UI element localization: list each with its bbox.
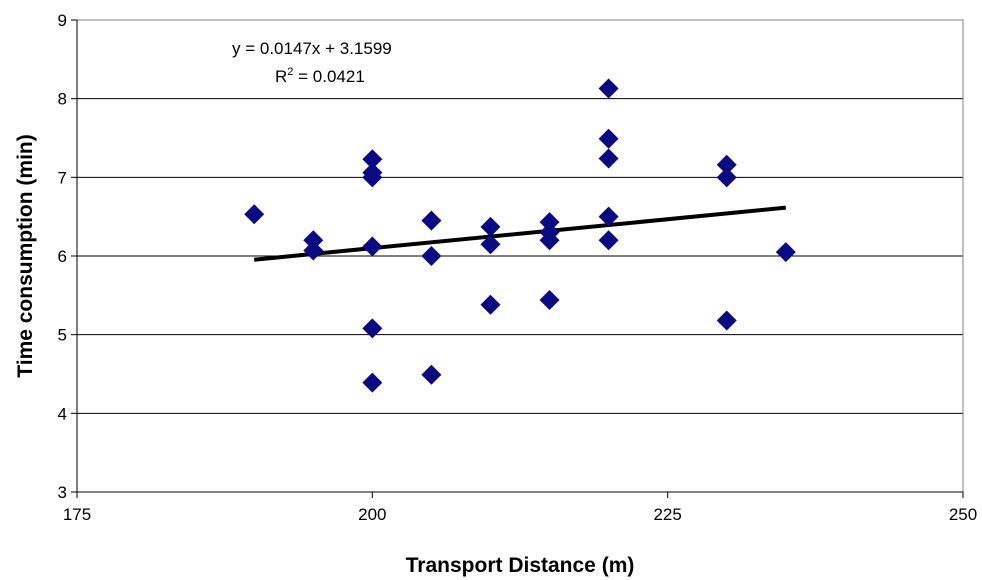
x-axis-title: Transport Distance (m): [406, 554, 635, 577]
y-tick-label: 5: [58, 326, 67, 345]
data-point: [598, 230, 619, 251]
data-point: [598, 206, 619, 227]
data-point: [539, 230, 560, 251]
gridlines: [77, 19, 963, 414]
data-point: [716, 154, 737, 175]
data-point: [598, 78, 619, 99]
data-point: [362, 318, 383, 339]
data-point: [362, 149, 383, 170]
r-squared-value: = 0.0421: [293, 67, 364, 86]
x-tick-label: 200: [358, 505, 386, 524]
data-points: [244, 78, 796, 393]
y-tick-label: 3: [58, 483, 67, 502]
data-point: [421, 364, 442, 385]
data-point: [598, 148, 619, 169]
data-point: [480, 234, 501, 255]
data-point: [303, 230, 324, 251]
x-tick-label: 250: [949, 505, 977, 524]
x-tick-label: 175: [63, 505, 91, 524]
x-tick-label: 225: [653, 505, 681, 524]
y-tick-label: 7: [58, 168, 67, 187]
data-point: [244, 204, 265, 225]
y-axis-title: Time consumption (min): [14, 134, 37, 377]
y-tick-label: 4: [58, 404, 67, 423]
data-point: [421, 246, 442, 266]
data-point: [303, 240, 324, 261]
x-axis-ticks: 175 200 225 250: [63, 491, 977, 524]
data-point: [362, 236, 383, 257]
y-tick-label: 6: [58, 247, 67, 266]
data-point: [539, 212, 560, 233]
r-squared-symbol: R: [275, 67, 287, 86]
trendline-equation: y = 0.0147x + 3.1599: [232, 39, 392, 58]
data-point: [716, 310, 737, 331]
data-point: [598, 128, 619, 149]
y-tick-label: 8: [58, 90, 67, 109]
data-point: [539, 290, 560, 311]
trendline: [254, 205, 786, 262]
r-squared-label: R2 = 0.0421: [275, 66, 365, 86]
data-point: [775, 242, 796, 263]
data-point: [716, 167, 737, 188]
y-axis-ticks: 3 4 5 6 7 8 9: [58, 11, 78, 502]
data-point: [421, 210, 442, 231]
data-point: [362, 167, 383, 188]
data-point: [480, 294, 501, 315]
data-point: [480, 216, 501, 237]
y-tick-label: 9: [58, 11, 67, 30]
data-point: [362, 372, 383, 393]
trendline-group: [254, 205, 786, 262]
r-squared-superscript: 2: [287, 66, 293, 78]
